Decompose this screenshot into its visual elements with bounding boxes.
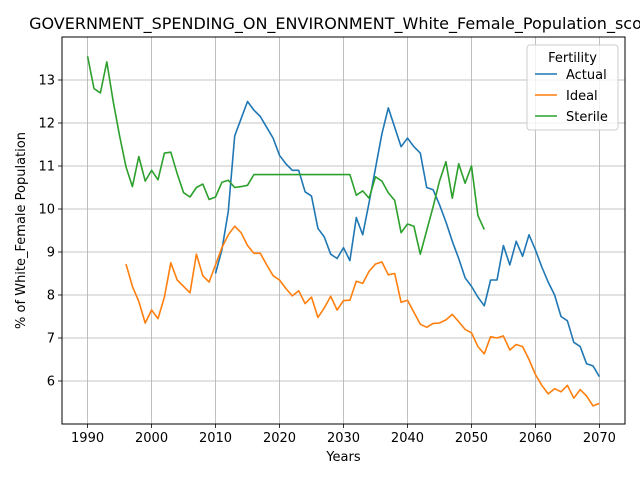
y-tick-label: 10 [38,203,55,218]
series-line-ideal [125,225,600,407]
legend-label: Actual [566,68,607,83]
x-tick-label: 2000 [135,431,168,446]
series-lines [86,56,601,407]
x-tick-label: 2030 [327,431,360,446]
y-tick-label: 9 [47,246,55,261]
legend-items: Actual Ideal Sterile [535,68,608,125]
y-tick-label: 7 [47,332,55,347]
x-axis-label: Years [325,450,361,465]
x-tick-label: 2020 [263,431,296,446]
legend-label: Ideal [566,89,598,104]
x-tick-label: 2050 [455,431,488,446]
chart-title: GOVERNMENT_SPENDING_ON_ENVIRONMENT_White… [29,14,640,34]
y-tick-label: 8 [47,289,55,304]
axis-ticks: 1990 2000 2010 2020 2030 2040 2050 2060 2070 6 7 8 9… [38,74,616,447]
x-tick-label: 2010 [199,431,232,446]
legend-label: Sterile [566,110,608,125]
y-tick-label: 11 [38,160,55,175]
legend: Fertility Actual Ideal Sterile [526,44,619,131]
x-tick-label: 2070 [583,431,616,446]
series-line-actual [214,100,601,378]
x-tick-label: 2040 [391,431,424,446]
legend-title: Fertility [548,51,597,66]
y-tick-label: 12 [38,117,55,132]
y-axis-label: % of White_Female Population [14,132,29,329]
y-tick-label: 13 [38,74,55,89]
legend-box [526,44,619,131]
series-line-sterile [86,56,486,255]
y-tick-label: 6 [47,375,55,390]
x-tick-label: 2060 [519,431,552,446]
x-tick-label: 1990 [71,431,104,446]
